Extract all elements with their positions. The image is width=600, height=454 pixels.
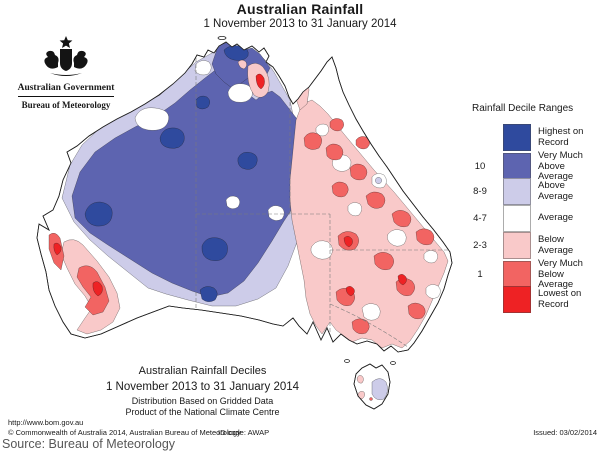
legend-label: Lowest on Record: [538, 288, 582, 310]
caption-title: Australian Rainfall Deciles: [138, 365, 267, 377]
source-attribution: Source: Bureau of Meteorology: [2, 437, 176, 451]
legend-swatch-above-average: [503, 177, 531, 205]
region-very-much-below-average: [48, 118, 435, 401]
logo-bureau-text: Bureau of Meteorology: [21, 100, 111, 110]
legend-label: Below Average: [538, 234, 574, 256]
legend-range: 10: [474, 161, 486, 173]
legend-swatch-very-much-above: [503, 152, 531, 180]
legend-item-very-much-below: 1 Very Much Below Average: [464, 258, 600, 289]
coat-of-arms-icon: [44, 36, 88, 76]
logo-divider: [18, 96, 114, 97]
title-block: Australian Rainfall 1 November 2013 to 3…: [0, 1, 600, 30]
copyright-text: © Commonwealth of Australia 2014, Austra…: [8, 428, 241, 437]
page-subtitle: 1 November 2013 to 31 January 2014: [203, 18, 397, 30]
state-borders: [195, 58, 448, 348]
legend-swatch-lowest: [503, 285, 531, 313]
rainfall-decile-legend: Rainfall Decile Ranges Highest on Record…: [464, 103, 600, 313]
legend-range: 8-9: [473, 186, 487, 197]
caption-period: 1 November 2013 to 31 January 2014: [105, 381, 300, 393]
legend-range: 4-7: [473, 213, 487, 224]
legend-swatch-highest: [503, 123, 531, 151]
legend-label: Very Much Below Average: [538, 258, 583, 290]
legend-item-below-average: 2-3 Below Average: [464, 231, 600, 259]
legend-range: 2-3: [473, 240, 487, 251]
bom-url: http://www.bom.gov.au: [8, 418, 84, 427]
legend-swatch-very-much-below: [503, 260, 531, 288]
region-tasmania-above-average: [371, 378, 388, 401]
legend-swatch-average: [503, 204, 531, 232]
legend-title: Rainfall Decile Ranges: [472, 103, 574, 114]
map-caption: Australian Rainfall Deciles 1 November 2…: [75, 365, 330, 417]
legend-label: Above Average: [538, 180, 574, 202]
legend-range: 1: [477, 269, 483, 281]
legend-item-above-average: 8-9 Above Average: [464, 177, 600, 205]
legend-item-average: 4-7 Average: [464, 204, 600, 232]
region-average-pockets: [134, 60, 285, 221]
caption-method: Distribution Based on Gridded Data: [131, 396, 274, 406]
legend-item-lowest-on-record: Lowest on Record: [464, 285, 600, 313]
legend-label: Highest on Record: [538, 126, 584, 148]
legend-label: Average: [538, 212, 574, 224]
region-lowest-on-record: [53, 73, 407, 297]
coastline-outline: [36, 41, 453, 410]
legend-label: Very Much Above Average: [538, 150, 583, 182]
caption-product: Product of the National Climate Centre: [125, 407, 280, 417]
bom-logo: Australian Government Bureau of Meteorol…: [16, 36, 116, 110]
page-title: Australian Rainfall: [236, 1, 364, 17]
legend-item-highest-on-record: Highest on Record: [464, 123, 600, 151]
id-code-text: ID code: AWAP: [218, 428, 270, 437]
legend-item-very-much-above: 10 Very Much Above Average: [464, 150, 600, 181]
issued-date-text: Issued: 03/02/2014: [533, 428, 597, 437]
logo-government-text: Australian Government: [17, 83, 115, 93]
legend-swatch-below-average: [503, 231, 531, 259]
